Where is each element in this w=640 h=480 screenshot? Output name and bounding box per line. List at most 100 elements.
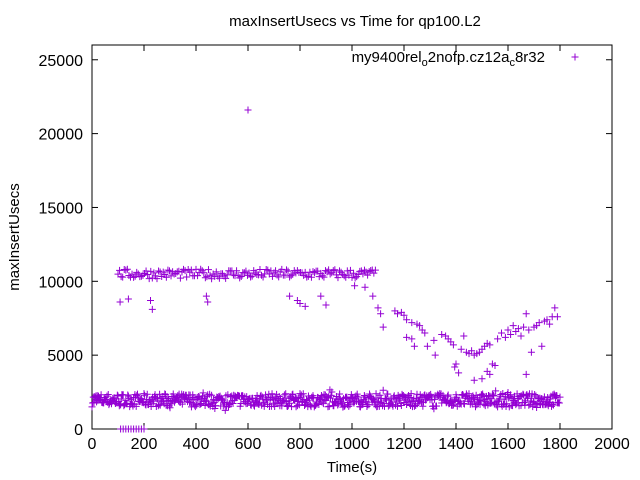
y-tick-label: 0 — [74, 422, 83, 439]
data-point — [321, 267, 329, 275]
x-tick-label: 200 — [131, 436, 158, 453]
legend-label-subscript: o — [422, 57, 428, 69]
data-point — [491, 361, 499, 369]
data-point — [460, 399, 468, 407]
data-point — [522, 310, 530, 318]
data-point — [357, 267, 365, 275]
data-point — [156, 401, 164, 409]
data-point — [444, 392, 452, 400]
data-point — [517, 332, 525, 340]
data-point — [455, 369, 463, 377]
data-point — [203, 273, 211, 281]
data-point — [507, 330, 515, 338]
data-point — [212, 268, 220, 276]
legend-label-subscript: c — [509, 57, 515, 69]
data-point — [325, 402, 333, 410]
data-point — [351, 274, 359, 282]
x-tick-label: 1400 — [438, 436, 474, 453]
data-point — [353, 390, 361, 398]
data-point — [145, 275, 153, 283]
data-point — [284, 267, 292, 275]
data-point — [122, 266, 130, 274]
data-point — [169, 390, 177, 398]
data-point — [501, 333, 509, 341]
data-point — [365, 268, 373, 276]
data-point — [431, 395, 439, 403]
data-point — [275, 273, 283, 281]
data-point — [460, 332, 468, 340]
data-point — [477, 397, 485, 405]
data-point — [320, 273, 328, 281]
data-point — [139, 271, 147, 279]
data-point — [379, 386, 387, 394]
data-point — [336, 267, 344, 275]
data-point — [264, 266, 272, 274]
data-point — [114, 392, 122, 400]
data-point — [384, 390, 392, 398]
data-point — [470, 376, 478, 384]
data-point — [280, 391, 288, 399]
data-point — [155, 267, 163, 275]
data-point — [345, 402, 353, 410]
data-point — [132, 402, 140, 410]
data-point — [287, 272, 295, 280]
data-point — [377, 310, 385, 318]
data-point — [223, 271, 231, 279]
data-point — [403, 316, 411, 324]
data-point — [268, 390, 276, 398]
data-point — [374, 304, 382, 312]
data-point — [492, 387, 500, 395]
data-point — [133, 268, 141, 276]
data-point — [354, 393, 362, 401]
data-point — [548, 400, 556, 408]
x-tick-label: 400 — [183, 436, 210, 453]
data-point — [204, 298, 212, 306]
data-point — [237, 273, 245, 281]
data-point — [346, 266, 354, 274]
data-point — [187, 266, 195, 274]
data-point — [130, 273, 138, 281]
data-point — [117, 395, 125, 403]
data-point — [271, 403, 279, 411]
data-point — [361, 283, 369, 291]
data-point — [535, 399, 543, 407]
data-point — [550, 401, 557, 409]
data-point — [154, 395, 162, 403]
data-point — [161, 390, 169, 398]
data-point — [556, 393, 564, 401]
x-tick-label: 1600 — [490, 436, 526, 453]
data-point — [546, 320, 554, 328]
data-point — [312, 401, 320, 409]
legend-marker-symbol — [571, 53, 579, 61]
data-point — [88, 403, 96, 411]
x-tick-label: 1000 — [334, 436, 370, 453]
data-point — [116, 298, 124, 306]
data-point — [206, 271, 214, 279]
x-axis: 0 200 400 600 800 1000 1200 1400 1600 1800 2000 — [88, 45, 630, 453]
data-point — [478, 375, 486, 383]
x-tick-label: 0 — [88, 436, 97, 453]
data-point — [350, 269, 358, 277]
data-point — [449, 341, 457, 349]
data-point — [494, 335, 502, 343]
legend-marker — [571, 53, 579, 61]
data-point — [215, 274, 223, 282]
plot-frame — [91, 44, 613, 430]
data-point — [369, 292, 377, 300]
data-point — [256, 266, 264, 274]
data-point — [191, 403, 199, 411]
data-point — [504, 326, 512, 334]
data-point — [150, 269, 158, 277]
data-point — [140, 425, 148, 433]
data-point — [361, 393, 369, 401]
data-point — [299, 390, 307, 398]
data-point — [247, 273, 255, 281]
data-point — [322, 301, 330, 309]
data-point — [248, 272, 256, 280]
x-tick-label: 600 — [235, 436, 262, 453]
data-point — [296, 299, 304, 307]
data-point — [233, 267, 241, 275]
data-point — [222, 274, 230, 282]
legend-label-part: my9400 — [352, 49, 405, 66]
data-point — [147, 267, 155, 275]
